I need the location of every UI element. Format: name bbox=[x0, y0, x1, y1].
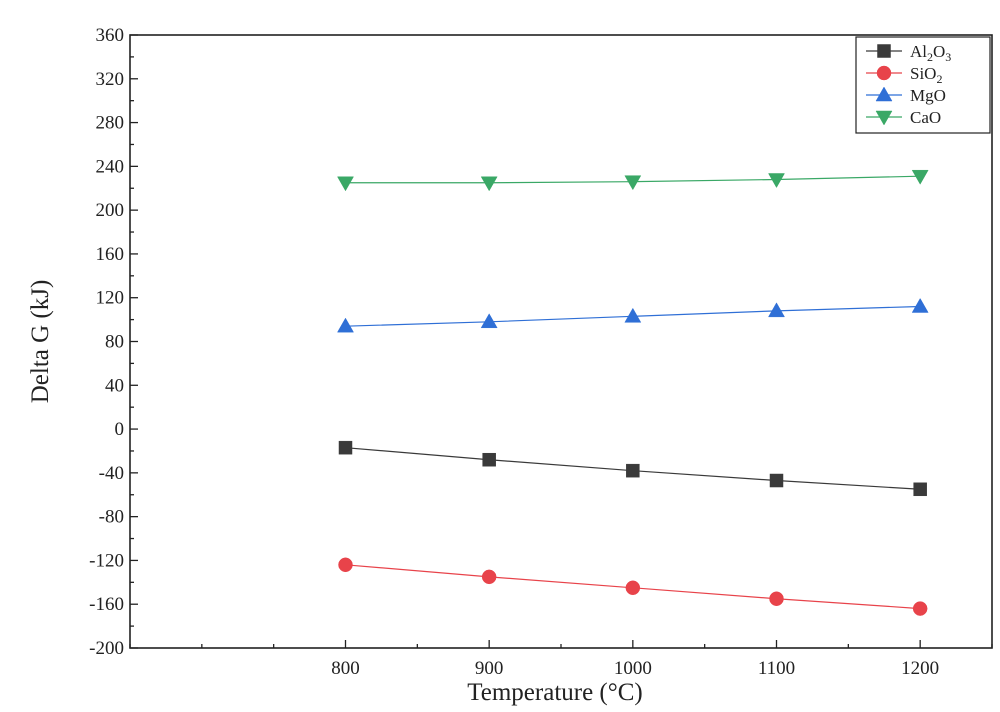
data-point bbox=[337, 176, 354, 192]
legend-marker bbox=[876, 65, 892, 81]
y-tick-label: 0 bbox=[115, 419, 125, 440]
y-tick-label: 40 bbox=[105, 375, 124, 396]
y-tick-label: 280 bbox=[96, 113, 125, 134]
data-point bbox=[625, 580, 641, 596]
y-axis-title: Delta G (kJ) bbox=[27, 280, 54, 404]
data-point bbox=[768, 302, 785, 318]
y-tick-label: 240 bbox=[96, 156, 125, 177]
data-point bbox=[912, 601, 928, 616]
x-axis-title: Temperature (°C) bbox=[467, 679, 643, 706]
legend-text-part: MgO bbox=[910, 86, 946, 105]
axes: -200 -160 -120 -80 -40 0 40 80 120 160 200 240 280 32… bbox=[89, 25, 993, 679]
data-point bbox=[482, 452, 496, 467]
data-point bbox=[911, 169, 929, 185]
data-point bbox=[626, 463, 640, 478]
legend-item: SiO2 bbox=[866, 64, 942, 86]
series-0 bbox=[338, 440, 927, 497]
legend-subscript: 3 bbox=[945, 50, 951, 64]
y-tick-label: 200 bbox=[96, 200, 125, 221]
y-tick-label: 120 bbox=[96, 288, 125, 309]
legend-label: MgO bbox=[910, 86, 946, 105]
data-point bbox=[480, 313, 498, 329]
y-tick-label: 80 bbox=[105, 332, 124, 353]
data-point bbox=[338, 440, 353, 455]
x-tick-label: 1100 bbox=[758, 658, 795, 679]
data-point bbox=[624, 307, 642, 323]
legend-text-part: CaO bbox=[910, 108, 941, 127]
y-tick-label: -80 bbox=[99, 507, 124, 528]
legend-text-part: Al bbox=[910, 42, 927, 61]
legend-label: SiO2 bbox=[910, 64, 942, 86]
series-3 bbox=[337, 169, 929, 192]
series-1 bbox=[338, 557, 928, 616]
y-tick-label: -160 bbox=[89, 594, 124, 615]
legend-label: CaO bbox=[910, 108, 941, 127]
legend-item: Al2O3 bbox=[866, 42, 951, 64]
data-point bbox=[911, 297, 929, 313]
plot-series bbox=[337, 169, 929, 616]
y-tick-label: -200 bbox=[89, 638, 124, 659]
data-point bbox=[768, 173, 785, 188]
y-tick-label: 360 bbox=[96, 25, 125, 46]
data-point bbox=[480, 176, 498, 192]
series-2 bbox=[337, 297, 929, 333]
legend-text-part: SiO bbox=[910, 64, 936, 83]
data-point bbox=[337, 317, 354, 333]
legend-item: CaO bbox=[866, 108, 941, 127]
x-tick-label: 1200 bbox=[901, 658, 939, 679]
x-tick-label: 1000 bbox=[614, 658, 652, 679]
legend-label: Al2O3 bbox=[910, 42, 951, 64]
data-point bbox=[769, 473, 784, 488]
legend-marker bbox=[875, 86, 893, 102]
data-point bbox=[338, 557, 353, 573]
y-tick-label: -40 bbox=[99, 463, 124, 484]
data-point bbox=[769, 591, 784, 606]
y-tick-label: 160 bbox=[96, 244, 125, 265]
legend-item: MgO bbox=[866, 86, 946, 105]
legend-subscript: 2 bbox=[927, 50, 933, 64]
data-point bbox=[481, 569, 497, 585]
x-tick-label: 800 bbox=[331, 658, 360, 679]
y-tick-label: -120 bbox=[89, 550, 124, 571]
data-point bbox=[624, 175, 642, 191]
x-tick-label: 900 bbox=[475, 658, 504, 679]
data-point bbox=[913, 482, 927, 497]
legend-marker bbox=[875, 110, 893, 126]
y-tick-label: 320 bbox=[96, 69, 125, 90]
legend-marker bbox=[877, 44, 891, 58]
legend-subscript: 2 bbox=[936, 72, 942, 86]
legend-text-part: O bbox=[933, 42, 945, 61]
